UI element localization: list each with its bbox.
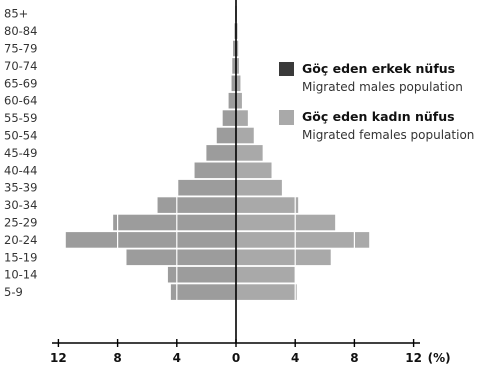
male-bar-35-39 <box>178 179 236 196</box>
male-bar-10-14 <box>167 266 236 283</box>
female-bar-45-49 <box>236 145 263 161</box>
x-tick-label: 0 <box>232 351 240 365</box>
legend-male-title: Göç eden erkek nüfus <box>302 61 455 76</box>
x-axis-unit: (%) <box>428 351 451 365</box>
age-label-80-84: 80-84 <box>4 24 37 38</box>
age-label-55-59: 55-59 <box>4 111 37 125</box>
age-label-40-44: 40-44 <box>4 163 37 177</box>
male-bar-60-64 <box>228 92 236 109</box>
legend-male-swatch <box>279 62 294 76</box>
male-bar-45-49 <box>206 145 236 161</box>
age-label-45-49: 45-49 <box>4 146 37 160</box>
legend: Göç eden erkek nüfus Migrated males popu… <box>279 61 474 142</box>
legend-female-subtitle: Migrated females population <box>302 128 474 142</box>
age-label-50-54: 50-54 <box>4 129 37 143</box>
male-bar-20-24 <box>65 232 236 248</box>
age-label-10-14: 10-14 <box>4 268 37 282</box>
age-label-35-39: 35-39 <box>4 181 37 195</box>
female-bar-5-9 <box>236 284 297 300</box>
age-label-20-24: 20-24 <box>4 233 37 247</box>
female-bar-25-29 <box>236 214 336 231</box>
female-bar-35-39 <box>236 179 282 196</box>
male-bar-40-44 <box>194 162 236 179</box>
male-bar-5-9 <box>170 284 236 300</box>
male-bar-75-79 <box>233 40 236 57</box>
male-bar-55-59 <box>222 110 236 126</box>
age-label-60-64: 60-64 <box>4 94 37 108</box>
male-bar-15-19 <box>126 249 236 266</box>
male-bar-25-29 <box>113 214 236 231</box>
legend-female-title: Göç eden kadın nüfus <box>302 109 455 124</box>
age-label-30-34: 30-34 <box>4 198 37 212</box>
female-bar-40-44 <box>236 162 272 179</box>
age-label-65-69: 65-69 <box>4 76 37 90</box>
female-bar-55-59 <box>236 110 248 126</box>
age-label-85+: 85+ <box>4 7 28 21</box>
x-tick-label: 12 <box>50 351 67 365</box>
female-bar-10-14 <box>236 266 296 283</box>
age-label-25-29: 25-29 <box>4 216 37 230</box>
female-bar-15-19 <box>236 249 331 266</box>
female-bar-70-74 <box>236 58 239 74</box>
male-bars <box>65 5 236 300</box>
age-label-15-19: 15-19 <box>4 250 37 264</box>
legend-female-swatch <box>279 110 294 125</box>
x-tick-label: 8 <box>350 351 358 365</box>
female-bar-30-34 <box>236 197 299 213</box>
age-group-labels: 85+ 80-84 75-79 70-74 65-69 60-64 55-59 50-54 45… <box>4 7 37 299</box>
x-tick-label: 8 <box>113 351 121 365</box>
female-bar-75-79 <box>236 40 239 57</box>
age-label-75-79: 75-79 <box>4 42 37 56</box>
x-tick-label: 12 <box>405 351 422 365</box>
female-bar-65-69 <box>236 75 241 92</box>
female-bars <box>236 5 370 300</box>
female-bar-50-54 <box>236 127 254 144</box>
male-bar-50-54 <box>216 127 236 144</box>
x-tick-label: 4 <box>173 351 181 365</box>
x-axis-ticks: 12 8 4 0 4 8 12 (%) <box>50 339 451 365</box>
age-label-5-9: 5-9 <box>4 285 23 299</box>
legend-male-subtitle: Migrated males population <box>302 80 463 94</box>
female-bar-20-24 <box>236 232 370 248</box>
x-tick-label: 4 <box>291 351 299 365</box>
male-bar-30-34 <box>157 197 236 213</box>
age-label-70-74: 70-74 <box>4 59 37 73</box>
female-bar-60-64 <box>236 92 242 109</box>
male-bar-65-69 <box>231 75 236 92</box>
male-bar-70-74 <box>232 58 236 74</box>
